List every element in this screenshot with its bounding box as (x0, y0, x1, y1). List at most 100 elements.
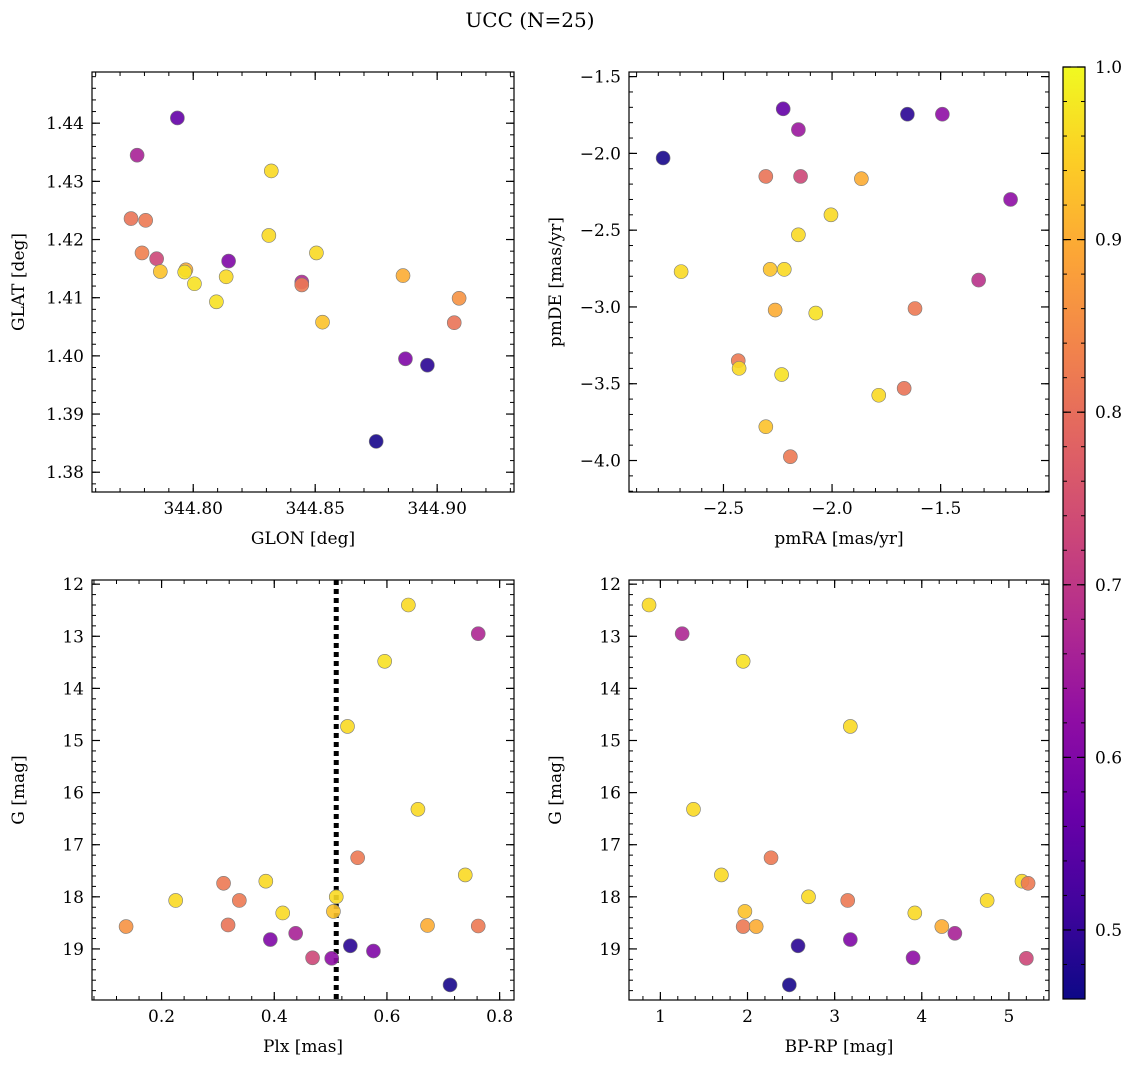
x-tick-label: 344.90 (407, 499, 466, 519)
scatter-point (118, 919, 134, 934)
x-tick-label: −2.0 (811, 499, 852, 519)
scatter-point (261, 228, 277, 243)
scatter-point (748, 919, 764, 934)
scatter-point (767, 302, 783, 318)
y-tick-label: 16 (599, 784, 621, 804)
scatter-point (907, 301, 923, 316)
scatter-point (216, 875, 231, 891)
chart-pmra-pmde: −2.5 −2.0 −1.5 −4.0 −3.5 −3.0 −2.5 −2.0 −1.5 pmRA… (546, 68, 1050, 549)
scatter-point (840, 893, 856, 908)
scatter-point (187, 276, 202, 292)
scatter-point (735, 919, 751, 934)
scatter-point (220, 917, 236, 933)
scatter-point (451, 290, 467, 306)
scatter-point (315, 314, 330, 330)
x-tick-label: 5 (1004, 1007, 1015, 1027)
colorbar-tick-label: 0.8 (1095, 403, 1122, 423)
scatter-point (170, 110, 185, 126)
y-tick-label: 15 (62, 731, 84, 751)
scatter-point (328, 889, 344, 905)
colorbar-gradient (1063, 67, 1085, 999)
scatter-point (177, 264, 192, 280)
scatter-point (843, 932, 858, 947)
scatter-point (168, 893, 183, 908)
scatter-point (808, 305, 824, 321)
scatter-point (731, 361, 747, 376)
scatter-point (149, 251, 164, 267)
scatter-point (401, 597, 416, 613)
scatter-point (714, 867, 729, 883)
colorbar-frame (1062, 66, 1086, 1000)
colorbar-tick-label: 0.6 (1095, 748, 1122, 768)
scatter-point (737, 904, 753, 919)
x-tick-label: 0.2 (148, 1007, 175, 1027)
scatter-point (871, 387, 887, 403)
scatter-point (395, 268, 411, 283)
y-tick-label: −1.5 (580, 68, 621, 88)
scatter-point (641, 597, 657, 613)
scatter-point (218, 269, 234, 285)
y-tick-label: 18 (599, 888, 621, 908)
y-tick-label: 1.39 (46, 405, 84, 425)
scatter-point (457, 867, 473, 883)
x-tick-label: 3 (829, 1007, 840, 1027)
x-axis-label: GLON [deg] (251, 529, 355, 549)
scatter-point (776, 262, 792, 277)
scatter-point (275, 905, 291, 921)
scatter-point (735, 653, 751, 669)
scatter-point (398, 351, 413, 367)
scatter-point (258, 873, 274, 889)
chart-plx-g: 0.2 0.4 0.6 0.8 12 13 14 15 16 17 18 19 Plx [mas] G [… (9, 575, 515, 1057)
scatter-point (934, 919, 950, 934)
scatter-point (420, 357, 435, 373)
scatter-point (221, 253, 236, 269)
charts-layer: 344.80 344.85 344.90 1.38 1.39 1.40 1.41 1.42 1.… (9, 68, 1050, 1057)
y-tick-label: 17 (62, 836, 84, 856)
scatter-point (326, 904, 341, 919)
y-tick-label: 12 (62, 575, 84, 595)
scatter-point (368, 434, 384, 449)
figure-title: UCC (N=25) (465, 8, 594, 32)
y-tick-label: 1.44 (46, 114, 84, 134)
y-tick-label: 1.42 (46, 231, 84, 251)
scatter-point (470, 626, 486, 641)
y-tick-label: 1.38 (46, 463, 84, 483)
scatter-point (843, 719, 858, 734)
scatter-point (340, 719, 355, 734)
colorbar-tick-label: 1.0 (1095, 58, 1122, 78)
y-tick-label: 18 (62, 888, 84, 908)
scatter-point (123, 211, 139, 226)
y-tick-label: 17 (599, 836, 621, 856)
scatter-point (377, 653, 392, 669)
y-tick-label: 19 (599, 940, 621, 960)
x-tick-label: 344.80 (163, 499, 222, 519)
y-tick-label: 14 (599, 679, 621, 699)
y-axis-label: pmDE [mas/yr] (546, 217, 566, 347)
x-axis-label: pmRA [mas/yr] (774, 529, 903, 549)
scatter-point (900, 106, 915, 122)
y-axis-label: G [mag] (9, 755, 29, 824)
y-tick-label: 1.40 (46, 347, 84, 367)
scatter-point (793, 169, 808, 184)
scatter-point (758, 419, 774, 435)
y-tick-label: 19 (62, 940, 84, 960)
x-tick-label: 1 (655, 1007, 666, 1027)
x-tick-label: 344.85 (285, 499, 344, 519)
scatter-point (947, 926, 963, 941)
y-tick-label: 1.43 (46, 172, 84, 192)
scatter-point (758, 169, 774, 184)
y-tick-label: −4.0 (580, 452, 621, 472)
scatter-point (791, 227, 806, 243)
scatter-point (232, 893, 247, 908)
scatter-point (674, 626, 690, 641)
scatter-point (134, 245, 150, 261)
scatter-point (366, 943, 381, 959)
x-tick-label: −2.5 (703, 499, 744, 519)
x-tick-label: 0.6 (373, 1007, 400, 1027)
scatter-point (801, 889, 816, 905)
y-tick-label: 15 (599, 731, 621, 751)
scatter-point (762, 262, 778, 277)
x-tick-label: −1.5 (920, 499, 961, 519)
scatter-point (823, 207, 839, 223)
scatter-point (350, 850, 365, 866)
